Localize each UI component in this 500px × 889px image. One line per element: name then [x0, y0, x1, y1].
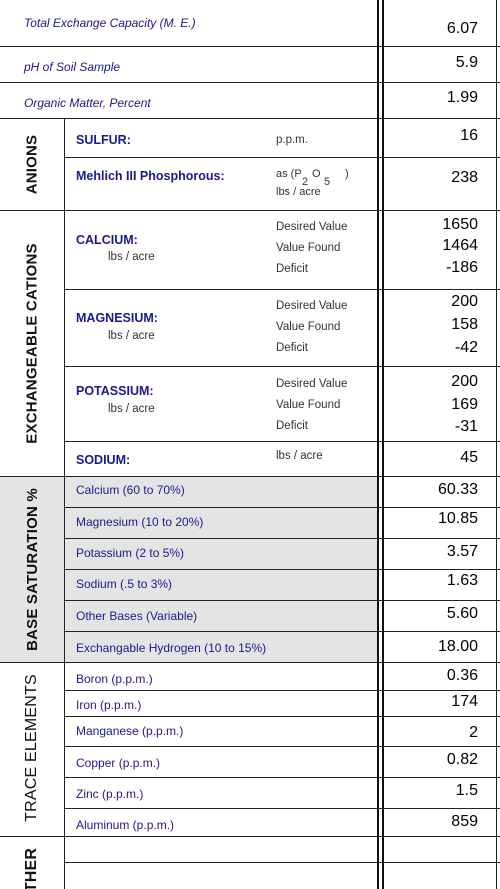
magnesium-deficit-label: Deficit: [276, 342, 308, 354]
base-saturation-section-title: BASE SATURATION %: [23, 487, 41, 651]
manganese-value: 2: [469, 724, 478, 741]
phosphorous-value: 238: [451, 169, 478, 186]
ph-label: pH of Soil Sample: [24, 60, 121, 74]
potassium-found-value: 169: [451, 396, 478, 413]
copper-label: Copper (p.p.m.): [76, 756, 161, 770]
trace-elements-section-title: TRACE ELEMENTS: [23, 674, 40, 822]
potassium-deficit-label: Deficit: [276, 420, 308, 432]
boron-value: 0.36: [446, 667, 478, 684]
bs-magnesium-label: Magnesium (10 to 20%): [76, 515, 204, 529]
bs-sodium-value: 1.63: [446, 572, 478, 589]
bs-sodium-label: Sodium (.5 to 3%): [76, 577, 173, 591]
total-exchange-capacity-label: Total Exchange Capacity (M. E.): [24, 16, 196, 30]
ph-value: 5.9: [455, 54, 478, 71]
magnesium-unit: lbs / acre: [108, 330, 155, 342]
bs-potassium-value: 3.57: [446, 543, 478, 560]
organic-matter-label: Organic Matter, Percent: [24, 96, 151, 110]
iron-value: 174: [451, 693, 478, 710]
potassium-unit: lbs / acre: [108, 403, 155, 415]
cations-section-title: EXCHANGEABLE CATIONS: [23, 242, 41, 444]
aluminum-value: 859: [451, 813, 478, 830]
other-section-title: THER: [22, 847, 40, 889]
calcium-deficit-label: Deficit: [276, 263, 308, 275]
calcium-desired-value: 1650: [442, 216, 478, 233]
bs-hydrogen-value: 18.00: [437, 638, 478, 655]
calcium-found-value: 1464: [442, 237, 478, 254]
sulfur-label: SULFUR:: [76, 133, 131, 147]
aluminum-label: Aluminum (p.p.m.): [76, 818, 175, 832]
potassium-desired-label: Desired Value: [276, 378, 348, 390]
magnesium-found-value: 158: [451, 316, 478, 333]
calcium-label: CALCIUM:: [76, 233, 138, 247]
magnesium-desired-label: Desired Value: [276, 300, 348, 312]
sulfur-unit: p.p.m.: [276, 134, 308, 146]
potassium-label: POTASSIUM:: [76, 384, 154, 398]
phosphorous-unit-o-sub: 5: [324, 176, 331, 188]
sulfur-value: 16: [460, 127, 478, 144]
bs-calcium-label: Calcium (60 to 70%): [76, 483, 185, 497]
bs-other-bases-label: Other Bases (Variable): [76, 609, 198, 623]
bs-hydrogen-label: Exchangable Hydrogen (10 to 15%): [76, 641, 267, 655]
calcium-unit: lbs / acre: [108, 251, 155, 263]
calcium-deficit-value: -186: [445, 259, 478, 276]
iron-label: Iron (p.p.m.): [76, 698, 142, 712]
bs-other-bases-value: 5.60: [446, 605, 478, 622]
bs-potassium-label: Potassium (2 to 5%): [76, 546, 185, 560]
organic-matter-value: 1.99: [446, 89, 478, 106]
magnesium-deficit-value: -42: [454, 339, 478, 356]
copper-value: 0.82: [446, 751, 478, 768]
magnesium-label: MAGNESIUM:: [76, 311, 158, 325]
phosphorous-label: Mehlich III Phosphorous:: [76, 169, 225, 183]
potassium-found-label: Value Found: [276, 399, 341, 411]
bs-magnesium-value: 10.85: [437, 510, 478, 527]
anions-section-title: ANIONS: [23, 134, 41, 194]
sodium-label: SODIUM:: [76, 453, 131, 467]
total-exchange-capacity-value: 6.07: [446, 20, 478, 37]
boron-label: Boron (p.p.m.): [76, 672, 153, 686]
zinc-label: Zinc (p.p.m.): [76, 787, 144, 801]
zinc-value: 1.5: [455, 782, 478, 799]
magnesium-found-label: Value Found: [276, 321, 341, 333]
calcium-found-label: Value Found: [276, 242, 341, 254]
magnesium-desired-value: 200: [451, 293, 478, 310]
phosphorous-unit-o: O: [312, 168, 321, 180]
phosphorous-unit-line1: as (P: [276, 168, 302, 180]
phosphorous-unit-p-sub: 2: [302, 176, 309, 188]
sodium-value: 45: [460, 449, 478, 466]
potassium-desired-value: 200: [451, 373, 478, 390]
bs-calcium-value: 60.33: [437, 481, 478, 498]
manganese-label: Manganese (p.p.m.): [76, 724, 184, 738]
phosphorous-unit-line2: lbs / acre: [276, 186, 321, 198]
phosphorous-unit-close: ): [345, 168, 349, 180]
potassium-deficit-value: -31: [454, 418, 478, 435]
sodium-unit: lbs / acre: [276, 450, 323, 462]
calcium-desired-label: Desired Value: [276, 221, 348, 233]
